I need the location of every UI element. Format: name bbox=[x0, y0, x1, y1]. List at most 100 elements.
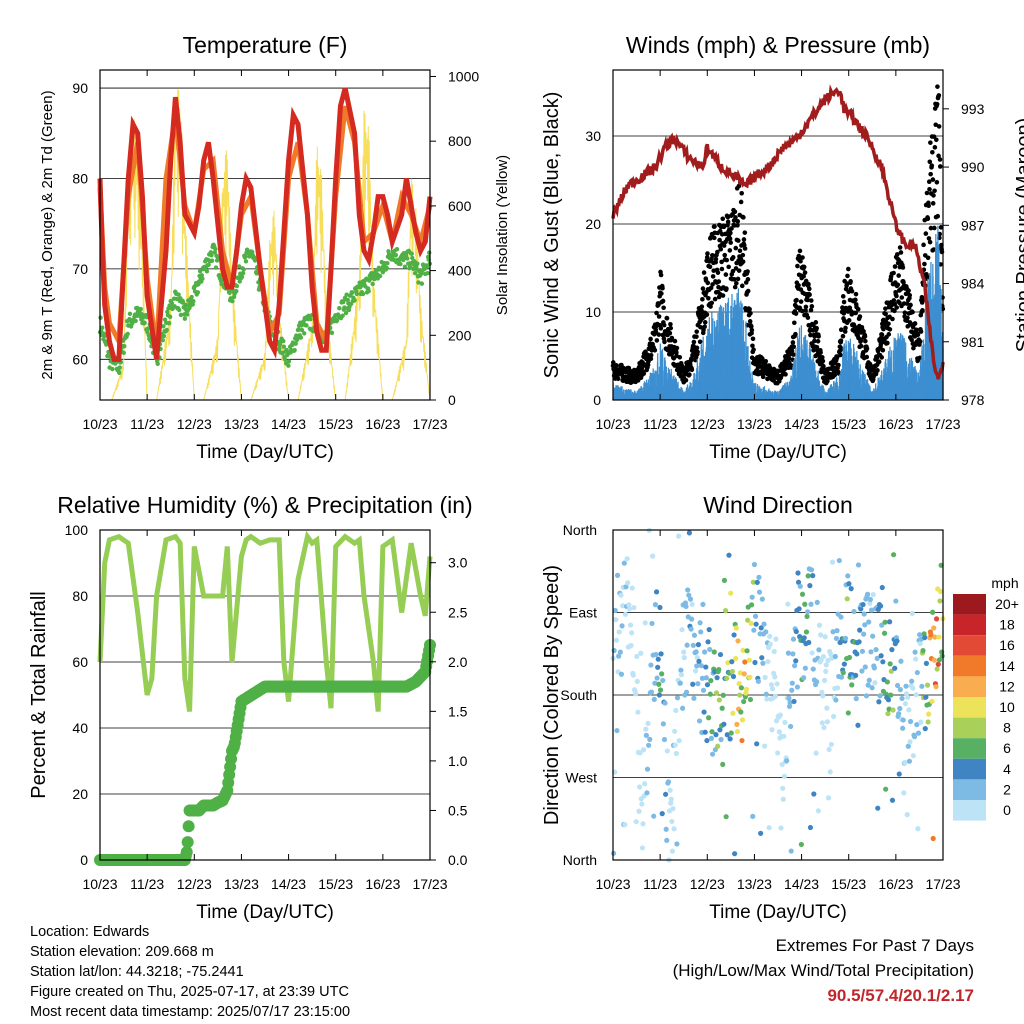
direction-point bbox=[688, 626, 694, 632]
direction-point bbox=[705, 639, 711, 645]
direction-point bbox=[657, 604, 663, 611]
x-axis-label: Time (Day/UTC) bbox=[196, 442, 334, 463]
gust-point bbox=[727, 248, 733, 253]
gust-point bbox=[838, 338, 844, 343]
gust-point bbox=[715, 270, 721, 275]
gust-point bbox=[656, 314, 662, 319]
gust-point bbox=[853, 291, 859, 297]
rainfall-point bbox=[182, 820, 195, 833]
direction-point bbox=[649, 620, 655, 627]
direction-point bbox=[717, 727, 723, 733]
direction-point bbox=[924, 682, 931, 688]
legend-swatch bbox=[953, 697, 986, 718]
gust-point bbox=[745, 288, 751, 294]
direction-point bbox=[874, 655, 880, 661]
elevation-text: Station elevation: 209.668 m bbox=[30, 944, 214, 960]
station-info: Location: Edwards Station elevation: 209… bbox=[30, 922, 350, 1022]
direction-point bbox=[810, 573, 816, 579]
direction-point bbox=[655, 656, 661, 662]
direction-point bbox=[931, 625, 937, 631]
gust-point bbox=[832, 372, 838, 378]
xtick-label: 11/23 bbox=[130, 416, 164, 432]
dewpoint-point bbox=[212, 250, 218, 255]
gust-point bbox=[652, 348, 658, 353]
direction-point bbox=[823, 668, 829, 674]
direction-point bbox=[820, 693, 826, 699]
direction-point bbox=[749, 594, 755, 600]
direction-point bbox=[822, 634, 828, 640]
y2tick-label: 400 bbox=[448, 263, 472, 279]
gust-point bbox=[796, 283, 801, 288]
direction-point bbox=[894, 638, 900, 644]
direction-point bbox=[656, 692, 662, 698]
direction-point bbox=[690, 642, 696, 648]
gust-point bbox=[713, 256, 719, 262]
direction-point bbox=[805, 573, 811, 579]
gust-point bbox=[689, 356, 694, 361]
gust-point bbox=[724, 286, 729, 291]
direction-point bbox=[786, 703, 793, 710]
gust-point bbox=[818, 350, 823, 355]
gust-point bbox=[700, 296, 705, 302]
direction-point bbox=[698, 663, 704, 669]
direction-point bbox=[750, 813, 756, 819]
plot-frame bbox=[612, 69, 944, 401]
gust-point bbox=[708, 285, 714, 291]
gust-point bbox=[712, 224, 717, 229]
direction-point bbox=[831, 713, 837, 720]
direction-point bbox=[900, 717, 906, 723]
gust-point bbox=[926, 236, 932, 241]
direction-point bbox=[708, 678, 714, 684]
legend-label: 20+ bbox=[995, 596, 1019, 612]
direction-point bbox=[886, 706, 892, 712]
gust-point bbox=[727, 236, 733, 242]
direction-point bbox=[802, 601, 808, 607]
gust-point bbox=[700, 286, 706, 291]
direction-point bbox=[660, 677, 666, 684]
legend-swatch bbox=[953, 758, 986, 780]
ytick-label: 80 bbox=[72, 170, 88, 186]
direction-point bbox=[878, 653, 884, 659]
gust-point bbox=[659, 291, 664, 296]
direction-point bbox=[713, 732, 719, 738]
gust-point bbox=[875, 368, 880, 373]
gust-point bbox=[705, 251, 710, 256]
gust-point bbox=[736, 268, 742, 273]
direction-point bbox=[933, 684, 939, 690]
gust-point bbox=[719, 259, 724, 265]
direction-point bbox=[892, 665, 898, 671]
direction-point bbox=[693, 649, 699, 655]
gust-point bbox=[742, 230, 748, 235]
direction-point bbox=[686, 530, 692, 536]
direction-point bbox=[925, 719, 931, 725]
direction-point bbox=[616, 653, 622, 659]
gust-point bbox=[853, 297, 858, 303]
gust-point bbox=[733, 245, 739, 251]
dewpoint-point bbox=[419, 281, 425, 286]
gust-point bbox=[701, 270, 707, 275]
direction-point bbox=[634, 678, 640, 684]
gust-point bbox=[885, 340, 890, 346]
panel-1: Temperature (F) bbox=[97, 32, 436, 401]
direction-point bbox=[789, 687, 795, 693]
xtick-label: 14/23 bbox=[271, 876, 306, 892]
gust-point bbox=[936, 93, 942, 98]
gust-point bbox=[880, 347, 886, 353]
gust-point bbox=[791, 352, 796, 357]
direction-point bbox=[870, 633, 876, 639]
direction-point bbox=[753, 621, 759, 627]
direction-point bbox=[743, 686, 750, 692]
gust-point bbox=[742, 246, 748, 251]
dewpoint-point bbox=[366, 288, 371, 294]
direction-point bbox=[681, 649, 687, 655]
direction-point bbox=[620, 603, 626, 609]
direction-point bbox=[856, 639, 862, 645]
direction-point bbox=[652, 602, 659, 608]
gust-point bbox=[667, 330, 673, 336]
gust-point bbox=[917, 355, 923, 361]
gust-point bbox=[933, 122, 939, 128]
direction-point bbox=[859, 648, 866, 654]
direction-point bbox=[707, 646, 713, 653]
latlon-text: Station lat/lon: 44.3218; -75.2441 bbox=[30, 964, 244, 980]
y2tick-label: 1000 bbox=[448, 68, 479, 84]
